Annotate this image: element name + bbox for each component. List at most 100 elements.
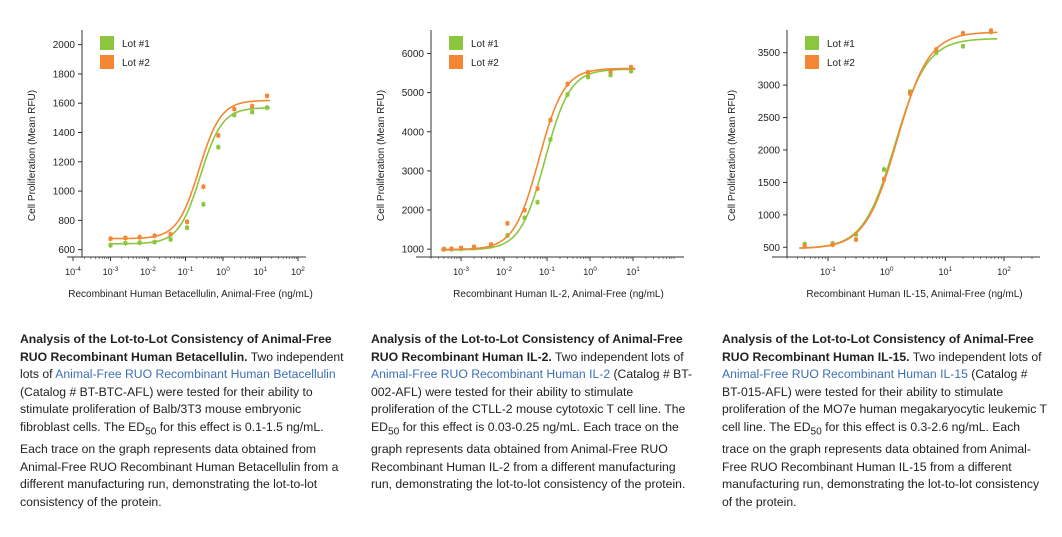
y-tick-label: 1500 — [758, 178, 781, 189]
data-point — [265, 93, 270, 98]
caption-text: (Catalog # BT-BTC-AFL) were tested for t… — [20, 384, 313, 434]
data-point — [108, 243, 113, 248]
data-point — [232, 107, 237, 112]
data-point — [168, 237, 173, 242]
x-axis-title: Recombinant Human Betacellulin, Animal-F… — [68, 289, 313, 300]
data-point — [522, 215, 527, 220]
x-tick-label: 10-1 — [820, 266, 836, 277]
caption-title: Analysis of the Lot-to-Lot Consistency o… — [722, 332, 1034, 364]
legend-label: Lot #2 — [827, 58, 855, 69]
data-point — [988, 28, 993, 33]
legend-label: Lot #1 — [827, 39, 855, 50]
data-point — [201, 184, 206, 189]
caption-text: for this effect is 0.3-2.6 ng/mL. Each t… — [722, 419, 1040, 509]
y-tick-label: 3000 — [402, 166, 425, 177]
x-tick-label: 100 — [216, 266, 230, 277]
y-axis-title: Cell Proliferation (Mean RFU) — [27, 90, 38, 221]
data-point — [216, 145, 221, 150]
y-tick-label: 2500 — [758, 113, 781, 124]
data-point — [586, 74, 591, 79]
data-point — [629, 69, 634, 74]
x-tick-label: 101 — [626, 266, 640, 277]
caption-text: for this effect is 0.1-1.5 ng/mL. Each t… — [20, 419, 339, 509]
data-point — [471, 244, 476, 249]
data-point — [152, 240, 157, 245]
legend-swatch — [449, 55, 463, 69]
data-point — [934, 47, 939, 52]
product-link-betacellulin[interactable]: Animal-Free RUO Recombinant Human Betace… — [55, 367, 336, 382]
data-point — [961, 44, 966, 49]
product-link-il15[interactable]: Animal-Free RUO Recombinant Human IL-15 — [722, 367, 968, 382]
y-tick-label: 4000 — [402, 127, 425, 138]
data-point — [608, 69, 613, 74]
x-tick-label: 102 — [291, 266, 305, 277]
series-fit-curve — [799, 38, 998, 249]
y-tick-label: 2000 — [758, 145, 781, 156]
x-tick-label: 10-3 — [103, 266, 119, 277]
x-tick-label: 10-1 — [178, 266, 194, 277]
caption-title: Analysis of the Lot-to-Lot Consistency o… — [371, 332, 683, 364]
caption-text: Two independent lots of — [909, 349, 1042, 364]
caption-text: Two independent lots of — [551, 349, 684, 364]
y-tick-label: 1400 — [53, 128, 76, 139]
y-tick-label: 2000 — [53, 40, 76, 51]
caption-text: (Catalog # BT-015-AFL) were tested for t… — [722, 367, 1047, 434]
legend-label: Lot #1 — [122, 39, 150, 50]
data-point — [629, 65, 634, 70]
data-point — [449, 246, 454, 251]
data-point — [881, 167, 886, 172]
y-tick-label: 1000 — [758, 210, 781, 221]
x-tick-label: 101 — [254, 266, 268, 277]
product-link-il2[interactable]: Animal-Free RUO Recombinant Human IL-2 — [371, 367, 611, 382]
caption-text: for this effect is 0.03-0.25 ng/mL. Each… — [371, 419, 686, 492]
y-tick-label: 2000 — [402, 206, 425, 217]
legend-swatch — [449, 36, 463, 50]
y-axis-title: Cell Proliferation (Mean RFU) — [376, 90, 387, 221]
data-point — [137, 240, 142, 245]
y-tick-label: 6000 — [402, 49, 425, 60]
data-point — [565, 92, 570, 97]
data-point — [185, 219, 190, 224]
caption-title: Analysis of the Lot-to-Lot Consistency o… — [20, 332, 332, 364]
x-tick-label: 100 — [880, 266, 894, 277]
y-tick-label: 3500 — [758, 48, 781, 59]
chart-il2: 1000 2000 3000 4000 5000 6000 10-3 10-2 10-1 100 1… — [376, 30, 684, 300]
y-tick-label: 1000 — [53, 187, 76, 198]
data-point — [201, 202, 206, 207]
data-point — [250, 104, 255, 109]
y-tick-label: 500 — [763, 243, 780, 254]
data-point — [853, 237, 858, 242]
y-tick-label: 5000 — [402, 88, 425, 99]
data-point — [152, 233, 157, 238]
data-point — [535, 186, 540, 191]
data-point — [830, 242, 835, 247]
data-point — [459, 245, 464, 250]
y-tick-label: 600 — [58, 245, 75, 256]
data-point — [185, 225, 190, 230]
data-point — [522, 208, 527, 213]
data-point — [108, 236, 113, 241]
y-tick-label: 800 — [58, 216, 75, 227]
data-point — [168, 232, 173, 237]
y-tick-label: 1000 — [402, 245, 425, 256]
data-point — [250, 110, 255, 115]
legend-swatch — [100, 36, 114, 50]
ed50-subscript: 50 — [145, 426, 157, 438]
legend-label: Lot #2 — [122, 58, 150, 69]
legend-label: Lot #1 — [471, 39, 499, 50]
data-point — [548, 118, 553, 123]
legend-swatch — [805, 36, 819, 50]
caption-il2: Analysis of the Lot-to-Lot Consistency o… — [371, 331, 697, 494]
y-tick-label: 1200 — [53, 157, 76, 168]
data-point — [232, 112, 237, 117]
caption-text: (Catalog # BT-002-AFL) were tested for t… — [371, 367, 693, 434]
data-point — [934, 50, 939, 55]
x-tick-label: 100 — [583, 266, 597, 277]
data-point — [489, 242, 494, 247]
legend-swatch — [805, 55, 819, 69]
chart-betacellulin: 600 800 1000 1200 1400 1600 1800 2000 10-4 10-3 10… — [27, 30, 313, 300]
caption-il15: Analysis of the Lot-to-Lot Consistency o… — [722, 331, 1048, 511]
data-point — [853, 232, 858, 237]
data-point — [216, 133, 221, 138]
y-tick-label: 1800 — [53, 69, 76, 80]
